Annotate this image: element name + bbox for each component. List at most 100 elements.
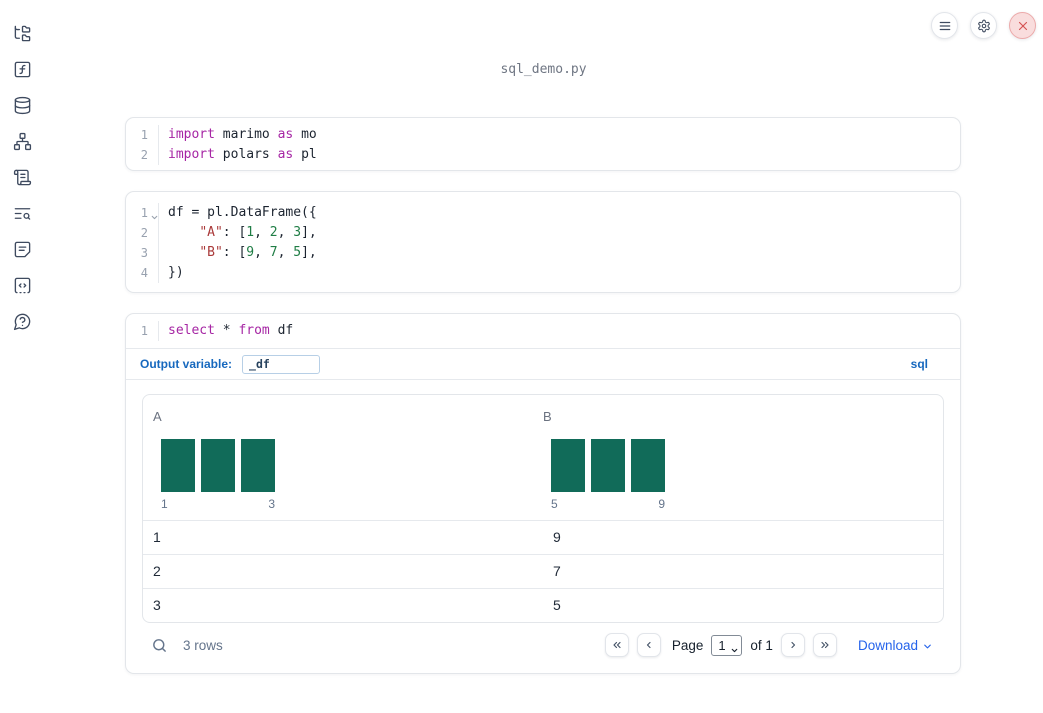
histogram-max-label: 3 [268, 497, 275, 511]
row-count: 3 rows [183, 637, 223, 653]
code-line[interactable]: 2 "A": [1, 2, 3], [126, 223, 960, 243]
page-label: Page [671, 637, 704, 653]
line-number: 2 [126, 145, 159, 165]
chevron-left-icon [643, 639, 655, 651]
table-cell: 5 [553, 597, 561, 613]
database-icon[interactable] [13, 96, 32, 115]
page-total-label: of 1 [750, 637, 773, 653]
histogram-max-label: 9 [658, 497, 665, 511]
square-function-icon[interactable] [13, 60, 32, 79]
table-cell: 2 [153, 563, 161, 579]
histogram-min-label: 1 [161, 497, 168, 511]
chevrons-right-icon [819, 639, 831, 651]
prev-page-button[interactable] [636, 633, 661, 657]
table-cell: 9 [553, 529, 561, 545]
download-button[interactable]: Download [858, 638, 933, 653]
chevron-right-icon [787, 639, 799, 651]
histogram-bar [631, 439, 665, 492]
chevron-down-icon [922, 641, 933, 652]
menu-button[interactable] [931, 12, 958, 39]
first-page-button[interactable] [604, 633, 629, 657]
line-number: 3 [126, 243, 159, 263]
scroll-text-icon[interactable] [13, 168, 32, 187]
notebook-cells: 1 import marimo as mo 2 import polars as pl… [125, 117, 961, 674]
histogram-bar [551, 439, 585, 492]
code-text: select * from df [168, 323, 294, 338]
code-text: "B": [9, 7, 5], [199, 245, 317, 260]
hamburger-icon [938, 19, 952, 33]
helper-panel-sidebar [0, 0, 44, 713]
chevrons-left-icon [611, 639, 623, 651]
histogram-bar [161, 439, 195, 492]
code-editor[interactable]: 1 df = pl.DataFrame({2 "A": [1, 2, 3], 3 "… [126, 203, 960, 283]
code-text: }) [168, 265, 184, 280]
histogram-bar [591, 439, 625, 492]
table-footer: 3 rows Page [142, 623, 944, 667]
sql-code-editor[interactable]: 1 select * from df [126, 314, 960, 349]
line-number: 4 [126, 263, 159, 283]
settings-button[interactable] [970, 12, 997, 39]
output-variable-input[interactable] [242, 354, 321, 374]
help-bubble-icon[interactable] [13, 312, 32, 331]
table-cell: 3 [153, 597, 161, 613]
search-icon[interactable] [151, 637, 168, 654]
output-variable-label: Output variable: [140, 357, 233, 371]
fold-chevron-icon[interactable] [150, 208, 159, 220]
histogram-min-label: 5 [551, 497, 558, 511]
code-cell-imports[interactable]: 1 import marimo as mo 2 import polars as pl [125, 117, 961, 171]
code-line[interactable]: 1 import marimo as mo [126, 125, 960, 145]
code-text: df = pl.DataFrame({ [168, 205, 317, 220]
download-label: Download [857, 637, 918, 653]
close-button[interactable] [1009, 12, 1036, 39]
table-cell: 7 [553, 563, 561, 579]
code-cell-dataframe[interactable]: 1 df = pl.DataFrame({2 "A": [1, 2, 3], 3 "… [125, 191, 961, 293]
window-controls [931, 12, 1036, 39]
page-select[interactable]: 1 [711, 634, 743, 656]
page-select-wrap: 1 [711, 634, 743, 656]
column-name[interactable]: A [153, 409, 162, 424]
code-text: import marimo as mo [168, 127, 317, 142]
last-page-button[interactable] [812, 633, 837, 657]
code-line[interactable]: 1 df = pl.DataFrame({ [126, 203, 960, 223]
code-text: import polars as pl [168, 147, 317, 162]
line-number: 1 [126, 203, 159, 223]
sql-cell-footer: Output variable: sql [126, 349, 960, 380]
code-line[interactable]: 3 "B": [9, 7, 5], [126, 243, 960, 263]
code-editor[interactable]: 1 import marimo as mo 2 import polars as pl [126, 125, 960, 165]
next-page-button[interactable] [780, 633, 805, 657]
code-line[interactable]: 4}) [126, 263, 960, 283]
line-number: 2 [126, 223, 159, 243]
note-icon[interactable] [13, 240, 32, 259]
code-line[interactable]: 1 select * from df [126, 321, 960, 341]
notebook-filename[interactable]: sql_demo.py [500, 62, 587, 77]
code-text: "A": [1, 2, 3], [199, 225, 317, 240]
line-number: 1 [126, 321, 159, 341]
table-cell: 1 [153, 529, 161, 545]
sql-dialect-badge: sql [910, 357, 928, 371]
sql-cell: 1 select * from df Output variable: sql A… [125, 313, 961, 674]
square-code-icon[interactable] [13, 276, 32, 295]
network-graph-icon[interactable] [13, 132, 32, 151]
close-x-icon [1016, 19, 1030, 33]
histogram-bar [241, 439, 275, 492]
column-name[interactable]: B [543, 409, 552, 424]
pagination: Page 1 of 1 [604, 633, 942, 657]
code-line[interactable]: 2 import polars as pl [126, 145, 960, 165]
histogram-bar [201, 439, 235, 492]
gear-icon [977, 19, 991, 33]
line-number: 1 [126, 125, 159, 145]
text-search-icon[interactable] [13, 204, 32, 223]
folder-tree-icon[interactable] [13, 24, 32, 43]
